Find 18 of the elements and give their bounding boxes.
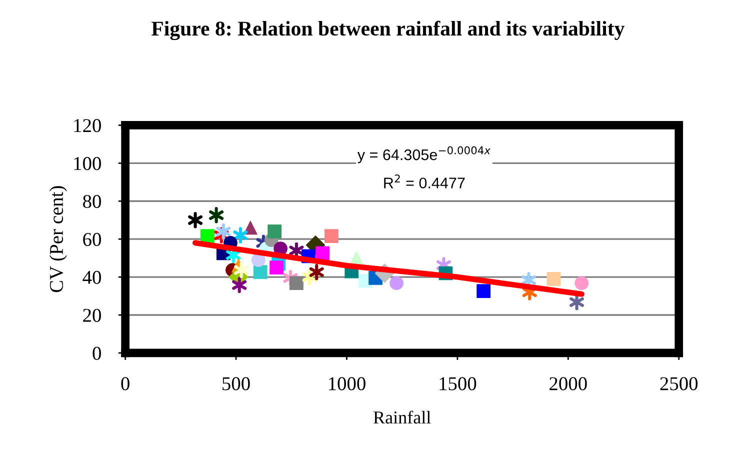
x-tick-label: 2500: [660, 377, 698, 390]
y-tick-label: 100: [74, 156, 101, 170]
x-tick-label: 1000: [329, 377, 366, 390]
x-tick-label: 1500: [440, 377, 476, 390]
annotation: y = 64.305e$^{−0.0004x}$: [357, 146, 491, 164]
y-tick-label: 0: [92, 346, 101, 360]
y-tick-label: 20: [83, 308, 101, 322]
chart-title: Figure 8: Relation between rainfall and its variability: [151, 20, 625, 40]
y-tick-label: 80: [83, 194, 101, 208]
x-tick-label: 0: [121, 377, 130, 390]
y-tick-label: 120: [74, 119, 101, 132]
x-tick-label: 500: [222, 377, 250, 390]
y-tick-label: 60: [83, 232, 101, 246]
x-tick-label: 2000: [550, 377, 587, 390]
y-tick-label: 40: [82, 270, 101, 284]
y-axis-title: CV (Per cent): [49, 186, 67, 292]
annotation: R$^{2}$ = 0.4477: [384, 174, 465, 188]
x-axis-title: Rainfall: [374, 410, 431, 424]
